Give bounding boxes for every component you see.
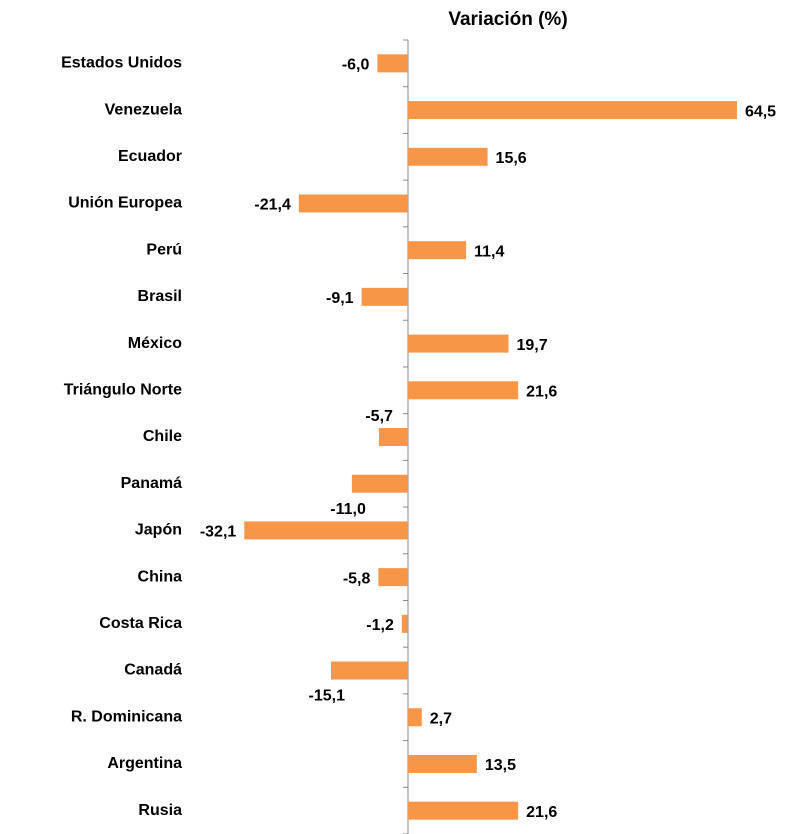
bar <box>377 54 408 73</box>
value-label: -32,1 <box>200 524 237 541</box>
value-label: -5,7 <box>365 408 393 425</box>
category-label: Triángulo Norte <box>64 382 182 399</box>
value-label: -15,1 <box>309 688 346 705</box>
bar <box>408 381 519 400</box>
value-label: -21,4 <box>254 197 291 214</box>
bar <box>408 101 737 120</box>
bar <box>408 708 422 727</box>
bar <box>298 194 408 213</box>
bar <box>408 241 467 260</box>
category-label: Ecuador <box>118 148 182 165</box>
bar <box>408 801 519 820</box>
category-label: Perú <box>146 241 182 258</box>
value-label: -5,8 <box>343 570 371 587</box>
category-label: Rusia <box>138 802 182 819</box>
value-label: 64,5 <box>745 103 776 120</box>
category-label: Unión Europea <box>68 195 182 212</box>
category-label: Brasil <box>138 288 182 305</box>
value-label: 21,6 <box>526 384 557 401</box>
category-label: China <box>138 568 183 585</box>
category-label: Venezuela <box>105 101 182 118</box>
category-label: Panamá <box>121 475 182 492</box>
category-label: Estados Unidos <box>61 55 182 72</box>
value-label: -11,0 <box>330 501 366 518</box>
category-label: Japón <box>135 522 182 539</box>
category-label: Chile <box>143 428 182 445</box>
value-label: 21,6 <box>526 804 557 821</box>
chart-title: Variación (%) <box>448 9 567 30</box>
value-label: -6,0 <box>342 57 370 74</box>
bar <box>330 661 408 680</box>
bar <box>244 521 408 540</box>
bar <box>408 754 477 773</box>
category-label: R. Dominicana <box>71 708 182 725</box>
value-label: 11,4 <box>474 243 504 260</box>
value-label: -9,1 <box>326 290 354 307</box>
value-label: 2,7 <box>430 710 452 727</box>
bar <box>351 474 408 493</box>
value-label: -1,2 <box>366 617 394 634</box>
category-label: Canadá <box>124 662 182 679</box>
bar <box>361 287 408 306</box>
bar <box>408 334 509 353</box>
value-label: 15,6 <box>496 150 527 167</box>
bar <box>401 614 408 633</box>
category-label: Argentina <box>107 755 182 772</box>
value-label: 19,7 <box>516 337 547 354</box>
category-label: Costa Rica <box>99 615 182 632</box>
category-label: México <box>128 335 182 352</box>
bar <box>378 428 408 446</box>
bar <box>408 147 488 166</box>
bar <box>378 568 408 587</box>
value-label: 13,5 <box>485 757 516 774</box>
